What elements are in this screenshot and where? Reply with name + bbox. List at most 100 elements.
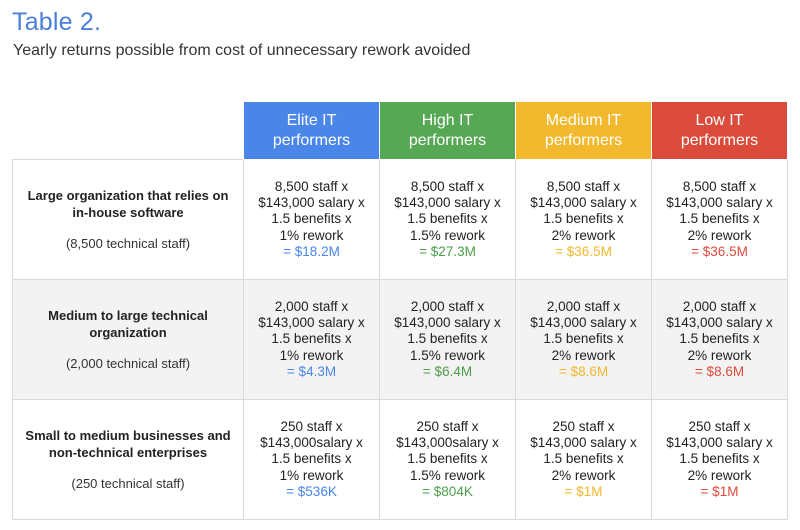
- result-value: = $6.4M: [422, 363, 473, 379]
- row-staff-count: (250 technical staff): [71, 475, 185, 491]
- calc-cell-low: 250 staff x $143,000 salary x 1.5 benefi…: [651, 399, 788, 520]
- salary-term: $143,000 salary x: [666, 195, 773, 211]
- calc-cell-low: 8,500 staff x $143,000 salary x 1.5 bene…: [651, 159, 788, 280]
- column-header-line2: performers: [544, 131, 623, 149]
- calc-cell-high: 2,000 staff x $143,000 salary x 1.5 bene…: [379, 279, 516, 400]
- salary-term: $143,000salary x: [396, 435, 499, 451]
- corner-cell: [13, 102, 244, 160]
- calc-cell-medium: 2,000 staff x $143,000 salary x 1.5 bene…: [515, 279, 652, 400]
- staff-term: 250 staff x: [688, 418, 751, 434]
- calc-cell-elite: 250 staff x $143,000salary x 1.5 benefit…: [243, 399, 380, 520]
- result-value: = $8.6M: [558, 363, 609, 379]
- column-header-line1: Elite IT: [286, 111, 337, 129]
- benefits-term: 1.5 benefits x: [543, 211, 624, 227]
- table-row-medium-org: Medium to large technical organization (…: [12, 279, 788, 400]
- salary-term: $143,000salary x: [260, 435, 363, 451]
- row-header: Medium to large technical organization (…: [12, 279, 244, 400]
- rework-term: 1% rework: [279, 227, 344, 243]
- row-title-line2: non-technical enterprises: [48, 444, 208, 460]
- staff-term: 8,500 staff x: [546, 178, 621, 194]
- row-title: Small to medium businesses and non-techn…: [21, 427, 235, 461]
- table-row-small-org: Small to medium businesses and non-techn…: [12, 399, 788, 520]
- staff-term: 8,500 staff x: [682, 178, 757, 194]
- calc-cell-medium: 8,500 staff x $143,000 salary x 1.5 bene…: [515, 159, 652, 280]
- rework-term: 2% rework: [687, 227, 752, 243]
- benefits-term: 1.5 benefits x: [679, 331, 760, 347]
- column-header-line1: High IT: [421, 111, 474, 129]
- salary-term: $143,000 salary x: [258, 315, 365, 331]
- benefits-term: 1.5 benefits x: [271, 211, 352, 227]
- row-header: Large organization that relies on in-hou…: [12, 159, 244, 280]
- benefits-term: 1.5 benefits x: [271, 331, 352, 347]
- benefits-term: 1.5 benefits x: [679, 451, 760, 467]
- column-header-line2: performers: [408, 131, 487, 149]
- salary-term: $143,000 salary x: [666, 435, 773, 451]
- column-header-line1: Medium IT: [545, 111, 622, 129]
- result-value: = $1M: [700, 483, 739, 499]
- rework-term: 1.5% rework: [409, 227, 486, 243]
- rework-returns-table: Elite IT performers High IT performers M…: [12, 101, 788, 520]
- rework-term: 1.5% rework: [409, 347, 486, 363]
- column-header-line2: performers: [680, 131, 759, 149]
- result-value: = $804K: [422, 483, 473, 499]
- rework-term: 2% rework: [551, 347, 616, 363]
- calc-cell-high: 8,500 staff x $143,000 salary x 1.5 bene…: [379, 159, 516, 280]
- column-header-line2: performers: [272, 131, 351, 149]
- staff-term: 250 staff x: [416, 418, 479, 434]
- staff-term: 250 staff x: [552, 418, 615, 434]
- benefits-term: 1.5 benefits x: [271, 451, 352, 467]
- salary-term: $143,000 salary x: [666, 315, 773, 331]
- row-title-line1: Medium to large technical: [48, 307, 208, 323]
- staff-term: 8,500 staff x: [274, 178, 349, 194]
- staff-term: 2,000 staff x: [546, 298, 621, 314]
- rework-term: 1% rework: [279, 467, 344, 483]
- row-title-line1: Large organization that relies on: [27, 187, 229, 203]
- row-title-line1: Small to medium businesses and: [25, 427, 231, 443]
- row-staff-count: (8,500 technical staff): [65, 235, 191, 251]
- benefits-term: 1.5 benefits x: [679, 211, 760, 227]
- rework-term: 2% rework: [687, 467, 752, 483]
- rework-term: 1% rework: [279, 347, 344, 363]
- column-header-line1: Low IT: [695, 111, 744, 129]
- row-title-line2: organization: [89, 324, 167, 340]
- result-value: = $8.6M: [694, 363, 745, 379]
- result-value: = $27.3M: [419, 243, 476, 259]
- salary-term: $143,000 salary x: [258, 195, 365, 211]
- table-subtitle: Yearly returns possible from cost of unn…: [13, 42, 471, 59]
- result-value: = $4.3M: [286, 363, 337, 379]
- staff-term: 8,500 staff x: [410, 178, 485, 194]
- rework-term: 2% rework: [687, 347, 752, 363]
- salary-term: $143,000 salary x: [530, 315, 637, 331]
- calc-cell-high: 250 staff x $143,000salary x 1.5 benefit…: [379, 399, 516, 520]
- row-header: Small to medium businesses and non-techn…: [12, 399, 244, 520]
- calc-cell-medium: 250 staff x $143,000 salary x 1.5 benefi…: [515, 399, 652, 520]
- result-value: = $536K: [286, 483, 337, 499]
- calc-cell-elite: 2,000 staff x $143,000 salary x 1.5 bene…: [243, 279, 380, 400]
- row-title: Large organization that relies on in-hou…: [21, 187, 235, 221]
- result-value: = $36.5M: [691, 243, 748, 259]
- benefits-term: 1.5 benefits x: [543, 331, 624, 347]
- table-title: Table 2.: [12, 8, 102, 36]
- result-value: = $18.2M: [283, 243, 340, 259]
- column-header-high: High IT performers: [379, 101, 516, 160]
- row-title-line2: in-house software: [72, 204, 184, 220]
- salary-term: $143,000 salary x: [394, 195, 501, 211]
- column-header-medium: Medium IT performers: [515, 101, 652, 160]
- calc-cell-elite: 8,500 staff x $143,000 salary x 1.5 bene…: [243, 159, 380, 280]
- benefits-term: 1.5 benefits x: [407, 451, 488, 467]
- rework-term: 1.5% rework: [409, 467, 486, 483]
- staff-term: 250 staff x: [280, 418, 343, 434]
- benefits-term: 1.5 benefits x: [407, 211, 488, 227]
- staff-term: 2,000 staff x: [682, 298, 757, 314]
- column-header-low: Low IT performers: [651, 101, 788, 160]
- benefits-term: 1.5 benefits x: [543, 451, 624, 467]
- rework-term: 2% rework: [551, 467, 616, 483]
- row-staff-count: (2,000 technical staff): [65, 355, 191, 371]
- rework-term: 2% rework: [551, 227, 616, 243]
- result-value: = $36.5M: [555, 243, 612, 259]
- salary-term: $143,000 salary x: [530, 435, 637, 451]
- table-row-large-org: Large organization that relies on in-hou…: [12, 159, 788, 280]
- row-title: Medium to large technical organization: [21, 307, 235, 341]
- staff-term: 2,000 staff x: [410, 298, 485, 314]
- staff-term: 2,000 staff x: [274, 298, 349, 314]
